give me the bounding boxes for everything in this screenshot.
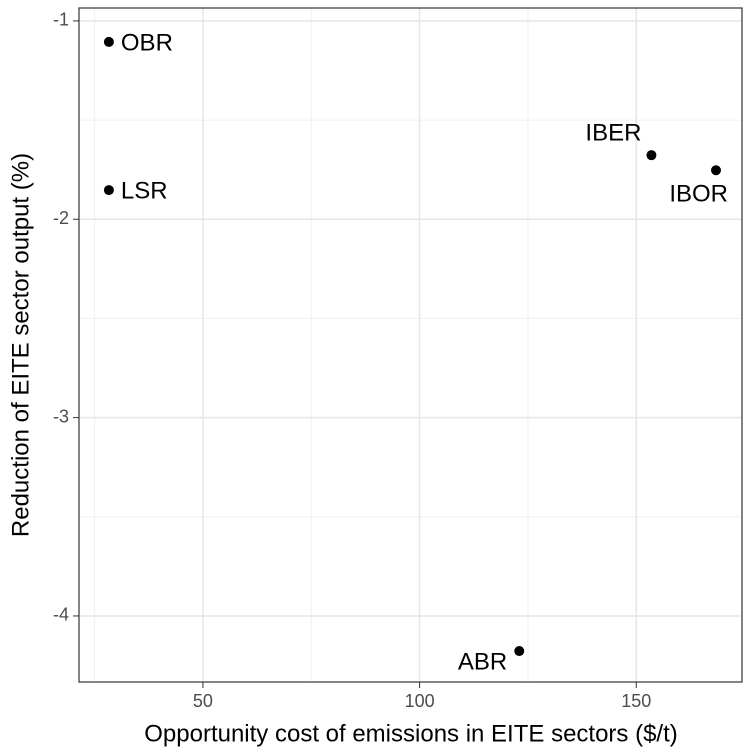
point xyxy=(103,185,114,196)
y-tick-label: -3 xyxy=(53,406,69,426)
point-label: ABR xyxy=(458,648,507,675)
y-tick-label: -4 xyxy=(53,605,69,625)
x-tick-label: 50 xyxy=(193,691,213,711)
point-label: OBR xyxy=(121,29,173,56)
point xyxy=(711,165,721,176)
panel-border xyxy=(78,7,743,683)
y-tick-label: -1 xyxy=(53,10,69,30)
x-axis-title: Opportunity cost of emissions in EITE se… xyxy=(144,720,678,747)
point xyxy=(646,150,657,161)
point xyxy=(514,646,525,657)
y-axis-title: Reduction of EITE sector output (%) xyxy=(7,153,34,537)
point xyxy=(103,36,114,47)
x-tick-label: 150 xyxy=(621,691,651,711)
y-tick-label: -2 xyxy=(53,208,69,228)
x-tick-label: 100 xyxy=(405,691,435,711)
point-label: IBOR xyxy=(669,181,728,208)
point-label: IBER xyxy=(585,120,641,147)
panel xyxy=(79,8,742,682)
point-label: LSR xyxy=(121,177,168,204)
